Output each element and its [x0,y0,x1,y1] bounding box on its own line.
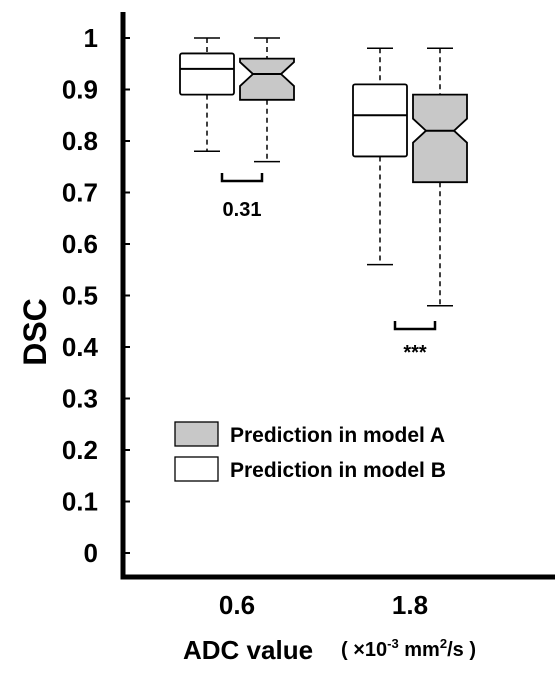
x-tick-label: 0.6 [219,590,255,620]
x-axis-label: ADC value [183,635,313,665]
y-tick-label: 0.7 [62,178,98,208]
x-tick-label: 1.8 [392,590,428,620]
y-tick-label: 0.3 [62,384,98,414]
legend-swatch [174,421,219,447]
y-tick-label: 0.5 [62,281,98,311]
legend: Prediction in model A Prediction in model… [174,421,446,482]
box-model-a [239,37,295,163]
x-axis-unit-exponent: -3 [387,636,399,651]
significance-label: *** [403,342,427,364]
box-model-b [352,47,408,266]
y-tick-label: 0.2 [62,435,98,465]
iqr-box [239,57,295,101]
iqr-box [352,83,408,158]
iqr-box [179,52,235,96]
x-axis-unit: ( ×10-3 mm2/s ) [341,636,476,661]
y-tick-label: 1 [84,23,98,53]
y-tick-label: 0.9 [62,75,98,105]
y-tick-label: 0.1 [62,487,98,517]
x-axis-unit-suffix: /s ) [447,639,476,661]
y-axis-ticks: 0 0.1 0.2 0.3 0.4 0.5 0.6 0.7 0.8 0.9 1 [62,23,130,568]
significance-bracket [393,321,437,331]
significance-label: 0.31 [223,199,262,221]
x-axis-unit-exponent-2: 2 [440,636,447,651]
legend-label: Prediction in model A [230,424,445,447]
x-axis-ticks: 0.6 1.8 [219,590,428,620]
box-model-a [412,47,468,307]
significance-annotations: 0.31 *** [220,173,437,364]
box-model-b [179,37,235,153]
y-tick-label: 0.4 [62,332,99,362]
legend-swatch [174,456,219,482]
x-axis-unit-mid: mm [399,639,440,661]
legend-label: Prediction in model B [230,459,446,482]
iqr-box [412,93,468,184]
y-tick-label: 0.8 [62,126,98,156]
y-axis-label: DSC [17,298,53,366]
y-tick-label: 0 [84,538,98,568]
x-axis-unit-prefix: ( ×10 [341,639,387,661]
box-series [179,37,468,307]
y-tick-label: 0.6 [62,229,98,259]
significance-bracket [220,173,264,183]
